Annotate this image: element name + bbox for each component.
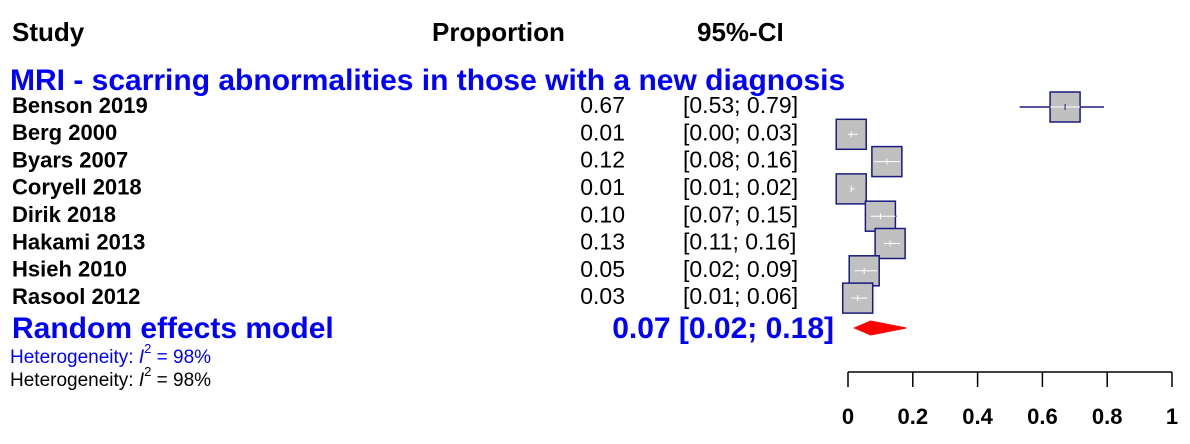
study-name: Coryell 2018 — [12, 175, 142, 200]
header-study: Study — [12, 17, 85, 47]
study-name: Hsieh 2010 — [12, 257, 127, 282]
proportion-label: 0.10 — [580, 201, 625, 227]
proportion-label: 0.01 — [580, 119, 625, 145]
x-tick-label: 1 — [1166, 404, 1178, 429]
het-prefix: Heterogeneity: — [10, 370, 139, 391]
study-name: Berg 2000 — [12, 120, 117, 145]
subgroup-title: MRI - scarring abnormalities in those wi… — [10, 64, 845, 97]
ci-label: [0.01; 0.02] — [683, 174, 798, 200]
het-sup: 2 — [144, 364, 151, 379]
pooled-name: Random effects model — [12, 312, 334, 345]
het-sup: 2 — [144, 341, 151, 356]
heterogeneity-black: Heterogeneity: I2 = 98% — [10, 364, 211, 391]
het-suffix: = 98% — [151, 370, 211, 391]
het-suffix: = 98% — [151, 347, 211, 368]
study-name: Rasool 2012 — [12, 284, 140, 309]
proportion-label: 0.12 — [580, 147, 625, 173]
proportion-label: 0.67 — [580, 92, 625, 118]
het-prefix: Heterogeneity: — [10, 347, 139, 368]
study-name: Hakami 2013 — [12, 229, 145, 254]
ci-label: [0.00; 0.03] — [683, 119, 798, 145]
header-ci: 95%-CI — [697, 17, 784, 47]
pooled-diamond — [853, 320, 907, 336]
proportion-label: 0.05 — [580, 256, 625, 282]
het-stat: I — [139, 370, 145, 391]
study-name: Dirik 2018 — [12, 202, 116, 227]
study-name: Byars 2007 — [12, 147, 128, 172]
x-tick-label: 0.4 — [962, 404, 993, 429]
ci-label: [0.01; 0.06] — [683, 283, 798, 309]
ci-label: [0.53; 0.79] — [683, 92, 798, 118]
x-tick-label: 0.8 — [1092, 404, 1123, 429]
ci-label: [0.02; 0.09] — [683, 256, 798, 282]
study-name: Benson 2019 — [12, 93, 148, 118]
pooled-label: 0.07 [0.02; 0.18] — [612, 312, 834, 345]
x-tick-label: 0.2 — [898, 404, 929, 429]
proportion-label: 0.13 — [580, 229, 625, 255]
header-proportion: Proportion — [432, 17, 565, 47]
ci-label: [0.07; 0.15] — [683, 201, 798, 227]
heterogeneity-blue: Heterogeneity: I2 = 98% — [10, 341, 211, 368]
proportion-label: 0.03 — [580, 283, 625, 309]
ci-label: [0.08; 0.16] — [683, 147, 798, 173]
ci-label: [0.11; 0.16] — [683, 229, 796, 255]
x-tick-label: 0.6 — [1027, 404, 1058, 429]
x-tick-label: 0 — [842, 404, 854, 429]
het-stat: I — [139, 347, 145, 368]
proportion-label: 0.01 — [580, 174, 625, 200]
